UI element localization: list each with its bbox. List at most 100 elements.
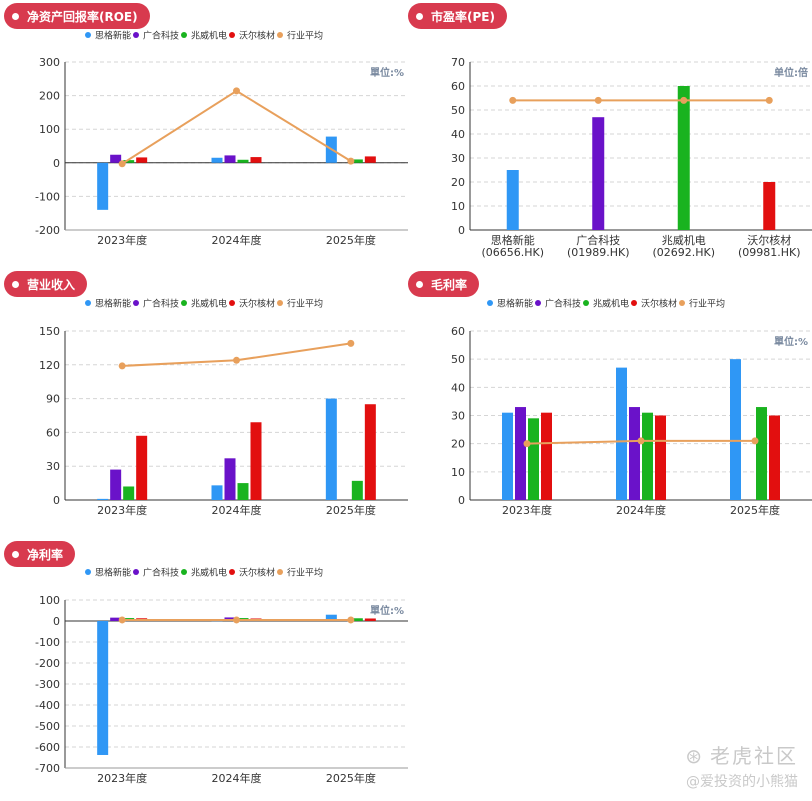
chart-panel-gross-margin: 毛利率 0 10 20 30 40 50 60 2023年度 2024年度 2025年度 單位:% 思… bbox=[408, 268, 812, 522]
chart-title: 净利率 bbox=[27, 547, 64, 562]
legend-marker bbox=[229, 300, 235, 306]
y-tick-label: 10 bbox=[451, 466, 465, 479]
chart-title: 毛利率 bbox=[431, 277, 468, 292]
tiger-logo-icon: ⊛ bbox=[685, 744, 704, 768]
legend-label: 思格新能 bbox=[95, 567, 131, 579]
legend-label: 沃尔核材 bbox=[239, 298, 275, 310]
legend-label: 思格新能 bbox=[497, 298, 533, 310]
legend-marker bbox=[85, 569, 91, 575]
y-tick-label: 30 bbox=[451, 410, 465, 423]
legend-marker bbox=[277, 569, 283, 575]
bar bbox=[528, 418, 539, 500]
x-tick-label: (01989.HK) bbox=[567, 246, 630, 259]
legend-marker bbox=[277, 32, 283, 38]
average-point bbox=[347, 616, 355, 624]
bar bbox=[502, 412, 513, 500]
legend-marker bbox=[229, 32, 235, 38]
bar bbox=[325, 398, 337, 500]
chart-title-pill: 市盈率(PE) bbox=[408, 3, 507, 29]
y-tick-label: 70 bbox=[451, 56, 465, 69]
bar bbox=[224, 155, 236, 163]
legend-marker bbox=[133, 32, 139, 38]
y-tick-label: -200 bbox=[35, 224, 60, 237]
legend-label: 行业平均 bbox=[287, 567, 323, 579]
y-tick-label: 30 bbox=[46, 460, 60, 473]
y-tick-label: -400 bbox=[35, 699, 60, 712]
legend-label: 沃尔核材 bbox=[239, 567, 275, 579]
bar bbox=[351, 480, 363, 500]
legend-label: 兆威机电 bbox=[191, 30, 227, 42]
bar bbox=[136, 157, 148, 163]
chart-title-pill: 净利率 bbox=[4, 541, 76, 567]
bar bbox=[592, 117, 605, 230]
bar bbox=[364, 404, 376, 500]
bullet-dot bbox=[416, 280, 423, 288]
unit-label: 單位:% bbox=[370, 66, 404, 79]
x-tick-label: 广合科技 bbox=[576, 233, 620, 247]
average-point bbox=[637, 437, 645, 445]
bar bbox=[756, 407, 767, 500]
y-tick-label: 100 bbox=[39, 594, 60, 607]
watermark-brand-text: 老虎社区 bbox=[710, 744, 798, 768]
unit-label: 單位:% bbox=[370, 604, 404, 617]
y-tick-label: -100 bbox=[35, 190, 60, 203]
legend-marker bbox=[133, 569, 139, 575]
average-point bbox=[233, 616, 240, 624]
chart-title-pill: 净资产回报率(ROE) bbox=[4, 3, 150, 29]
bar bbox=[237, 159, 249, 163]
legend-label: 行业平均 bbox=[287, 298, 323, 310]
y-tick-label: 200 bbox=[39, 90, 60, 103]
chart-panel-revenue: 营业收入 0 30 60 90 120 150 2023年度 2024年度 2025年度 思格新能… bbox=[0, 268, 410, 522]
y-tick-label: 20 bbox=[451, 176, 465, 189]
bar bbox=[769, 415, 780, 500]
y-tick-label: 90 bbox=[46, 393, 60, 406]
legend-label: 思格新能 bbox=[95, 30, 131, 42]
legend-label: 思格新能 bbox=[95, 298, 131, 310]
x-tick-label: 2023年度 bbox=[97, 771, 147, 785]
bar bbox=[655, 415, 666, 500]
legend-label: 兆威机电 bbox=[191, 567, 227, 579]
legend-marker bbox=[487, 300, 493, 306]
bar bbox=[629, 407, 640, 500]
bar bbox=[224, 458, 236, 500]
bar bbox=[97, 498, 109, 500]
bar bbox=[211, 485, 223, 500]
average-point bbox=[118, 616, 126, 624]
legend-marker bbox=[181, 300, 187, 306]
y-tick-label: 40 bbox=[451, 128, 465, 141]
unit-label: 單位:% bbox=[774, 335, 808, 348]
y-tick-label: 60 bbox=[451, 325, 465, 338]
average-point bbox=[233, 356, 240, 364]
bar bbox=[237, 483, 249, 500]
bar bbox=[351, 159, 363, 163]
bar bbox=[110, 617, 122, 621]
y-tick-label: 50 bbox=[451, 353, 465, 366]
average-point bbox=[118, 160, 126, 168]
y-tick-label: 30 bbox=[451, 152, 465, 165]
legend-marker bbox=[181, 569, 187, 575]
average-point bbox=[594, 96, 602, 104]
average-point bbox=[233, 87, 240, 95]
x-tick-label: 思格新能 bbox=[491, 233, 535, 247]
legend-label: 广合科技 bbox=[545, 298, 581, 310]
x-tick-label: (09981.HK) bbox=[738, 246, 801, 259]
bar bbox=[110, 154, 122, 163]
y-tick-label: 150 bbox=[39, 325, 60, 338]
x-tick-label: 兆威机电 bbox=[662, 233, 706, 247]
legend-marker bbox=[85, 300, 91, 306]
chart-svg-pe: 0 10 20 30 40 50 60 70 思格新能(06656.HK) 广合科技(01989.… bbox=[451, 56, 812, 259]
y-tick-label: 0 bbox=[53, 615, 60, 628]
average-point bbox=[523, 440, 531, 448]
y-tick-label: 10 bbox=[451, 200, 465, 213]
x-tick-label: (02692.HK) bbox=[652, 246, 715, 259]
legend-label: 沃尔核材 bbox=[641, 298, 677, 310]
legend-marker bbox=[679, 300, 685, 306]
y-tick-label: -500 bbox=[35, 720, 60, 733]
legend-marker bbox=[631, 300, 637, 306]
y-tick-label: 20 bbox=[451, 438, 465, 451]
legend-label: 沃尔核材 bbox=[239, 30, 275, 42]
bar bbox=[211, 157, 223, 163]
average-point bbox=[680, 96, 688, 104]
legend-marker bbox=[181, 32, 187, 38]
x-tick-label: 2023年度 bbox=[502, 503, 552, 517]
